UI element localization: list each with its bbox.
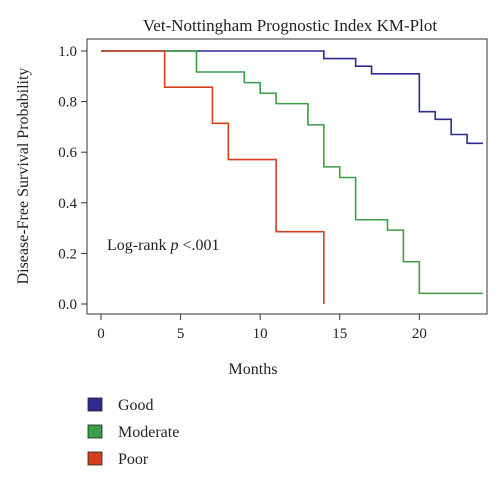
chart-title: Vet-Nottingham Prognostic Index KM-Plot — [143, 16, 437, 35]
y-axis-label: Disease-Free Survival Probability — [15, 68, 32, 285]
series-line-good — [101, 50, 483, 145]
y-tick-label: 0.6 — [58, 145, 77, 161]
legend-label-moderate: Moderate — [118, 424, 179, 441]
legend-swatch-moderate — [87, 424, 103, 439]
series-line-moderate — [101, 50, 483, 295]
y-tick-label: 1.0 — [58, 44, 77, 60]
x-tick-label: 5 — [177, 326, 185, 342]
y-tick-label: 0.8 — [58, 95, 77, 111]
series-lines — [101, 50, 483, 304]
y-axis: 0.0 0.2 0.4 0.6 0.8 1.0 — [58, 44, 87, 313]
x-tick-label: 10 — [253, 326, 268, 342]
legend-label-poor: Poor — [118, 451, 149, 468]
annotation-suffix: <.001 — [179, 237, 220, 254]
annotation-p: p — [170, 237, 179, 254]
legend-swatch-good — [87, 397, 103, 412]
log-rank-annotation: Log-rank p <.001 — [107, 237, 220, 254]
x-tick-label: 0 — [97, 326, 105, 342]
legend-label-good: Good — [118, 397, 154, 414]
legend-swatch-poor — [87, 451, 103, 466]
x-axis: 0 5 10 15 20 — [97, 314, 427, 342]
legend: Good Moderate Poor — [87, 397, 179, 468]
y-tick-label: 0.0 — [58, 297, 77, 313]
series-line-poor — [101, 50, 325, 304]
x-tick-label: 20 — [412, 326, 427, 342]
annotation-prefix: Log-rank — [107, 237, 171, 254]
x-axis-label: Months — [229, 361, 278, 378]
x-tick-label: 15 — [332, 326, 347, 342]
y-tick-label: 0.2 — [58, 246, 77, 262]
plot-frame — [86, 38, 488, 315]
y-tick-label: 0.4 — [58, 196, 77, 212]
